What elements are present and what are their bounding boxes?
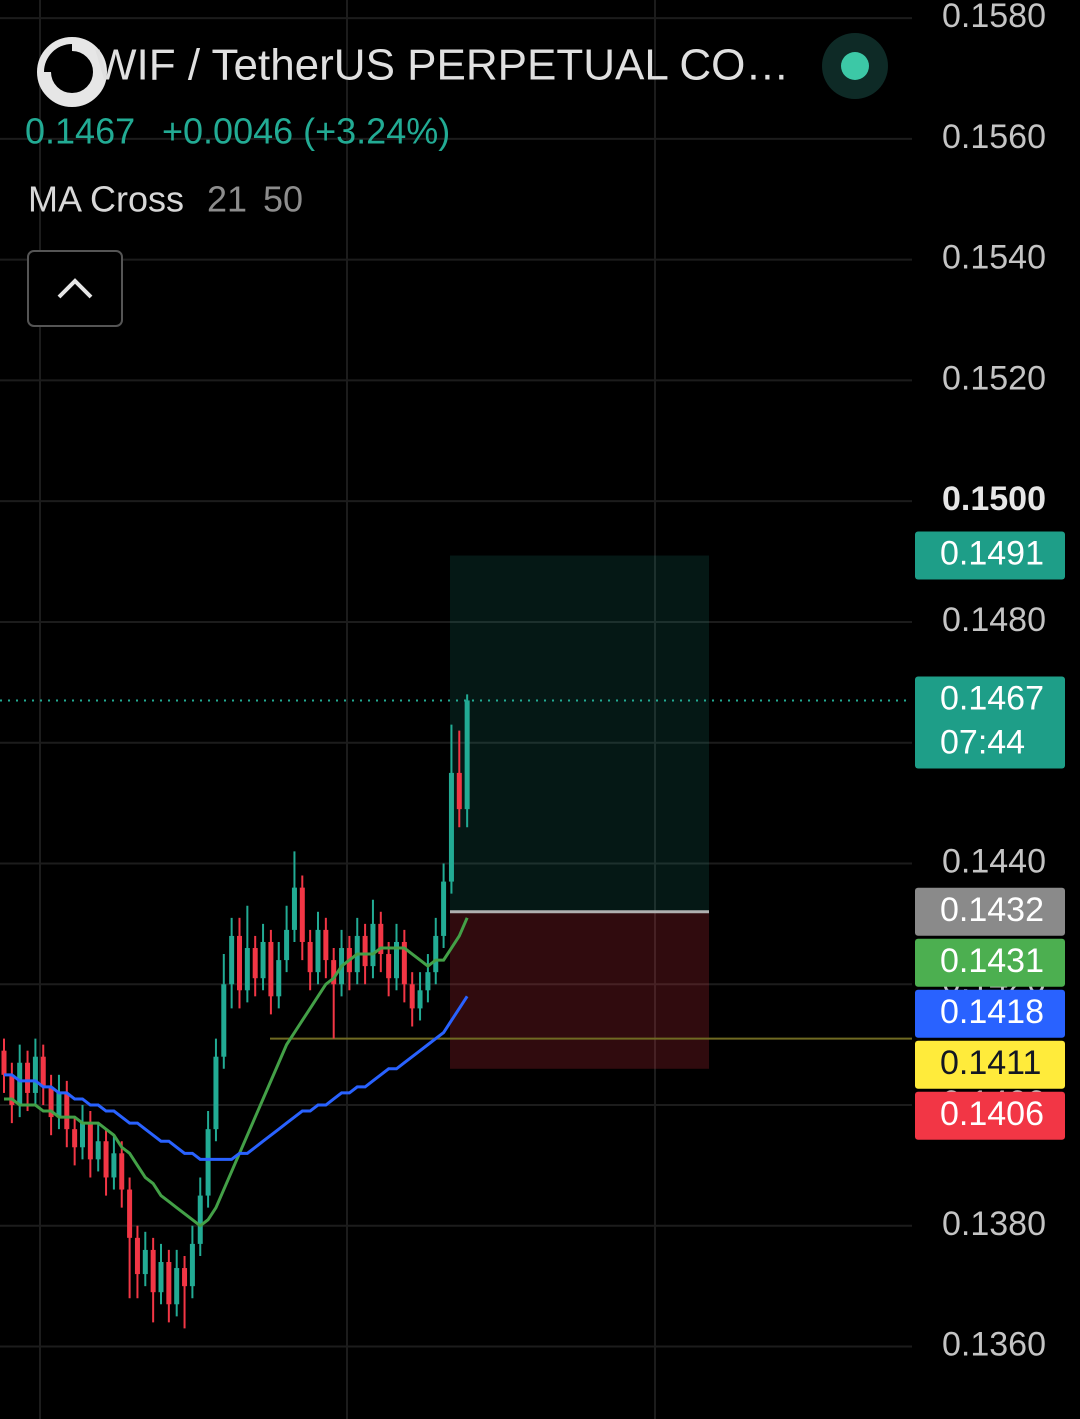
price-tag: [915, 531, 1065, 580]
candle-body: [229, 935, 235, 985]
candle-body: [87, 1123, 93, 1160]
price-tag-label: 0.1418: [940, 993, 1044, 1031]
price-tag: [915, 887, 1065, 936]
y-tick-label: 0.1440: [942, 842, 1046, 880]
profit-zone: [450, 555, 709, 912]
candle-body: [417, 990, 423, 1009]
candle-body: [17, 1062, 23, 1106]
price-tag-label: 0.1491: [940, 535, 1044, 573]
candle-body: [425, 972, 431, 991]
candle-body: [9, 1074, 15, 1106]
candle-body: [260, 941, 266, 979]
price-tag: [915, 1091, 1065, 1140]
candle-body: [166, 1262, 172, 1305]
candle-body: [276, 960, 282, 997]
loss-zone: [450, 911, 709, 1069]
candle-body: [323, 929, 329, 961]
candle-body: [291, 887, 297, 930]
candle-body: [448, 772, 454, 882]
candle-body: [205, 1129, 211, 1196]
price-tag-label: 0.1431: [940, 942, 1044, 980]
candle-body: [1, 1050, 7, 1075]
candle-body: [189, 1243, 195, 1287]
candle-body: [103, 1141, 109, 1178]
candle-body: [370, 923, 376, 967]
candle-body: [409, 984, 415, 1009]
candle-body: [386, 954, 392, 979]
price-tag-label: 0.1406: [940, 1095, 1044, 1133]
candle-body: [40, 1056, 46, 1087]
candle-body: [25, 1062, 31, 1093]
y-tick-label: 0.1500: [942, 480, 1046, 518]
candle-body: [134, 1237, 140, 1275]
candle-body: [401, 941, 407, 985]
countdown-label: 07:44: [940, 723, 1025, 761]
y-tick-label: 0.1520: [942, 359, 1046, 397]
price-tag: [915, 676, 1065, 769]
candle-body: [174, 1268, 180, 1305]
candle-body: [315, 929, 321, 973]
candle-body: [237, 935, 242, 991]
candle-body: [299, 887, 305, 942]
y-tick-label: 0.1380: [942, 1205, 1046, 1243]
candle-body: [80, 1123, 85, 1148]
candle-body: [111, 1153, 117, 1178]
candle-body: [456, 772, 462, 810]
candle-body: [433, 935, 439, 973]
y-tick-label: 0.1540: [942, 239, 1046, 277]
candle-body: [142, 1249, 148, 1275]
candle-body: [197, 1195, 203, 1244]
moving-average: [4, 917, 469, 1228]
candle-body: [252, 948, 258, 979]
candle-body: [362, 935, 368, 967]
price-tag: [915, 938, 1065, 987]
y-tick-label: 0.1480: [942, 601, 1046, 639]
candle-body: [64, 1092, 70, 1130]
candle-body: [72, 1129, 78, 1148]
candle-body: [32, 1056, 38, 1093]
candle-body: [56, 1092, 62, 1118]
candle-body: [158, 1262, 164, 1293]
candle-body: [268, 941, 274, 997]
price-tag: [915, 1040, 1065, 1089]
candle-body: [441, 881, 447, 936]
candle-body: [182, 1268, 188, 1287]
price-tag-label: 0.1467: [940, 679, 1044, 717]
moving-average: [4, 995, 469, 1161]
candle-body: [213, 1056, 219, 1130]
price-tag: [915, 989, 1065, 1038]
candle-body: [307, 941, 313, 973]
candle-body: [464, 700, 470, 810]
candle-body: [394, 941, 399, 979]
candle-body: [95, 1141, 101, 1160]
price-tag-label: 0.1432: [940, 891, 1044, 929]
candle-body: [284, 929, 290, 961]
candle-body: [48, 1086, 54, 1118]
y-tick-label: 0.1560: [942, 118, 1046, 156]
candle-body: [378, 923, 384, 955]
y-tick-label: 0.1580: [942, 0, 1046, 35]
candle-body: [221, 984, 227, 1057]
price-tag-label: 0.1411: [940, 1044, 1041, 1082]
candle-body: [331, 960, 337, 985]
candle-body: [244, 948, 250, 991]
y-tick-label: 0.1360: [942, 1326, 1046, 1364]
candle-body: [127, 1189, 133, 1238]
candle-body: [119, 1153, 125, 1190]
candle-body: [150, 1249, 156, 1293]
